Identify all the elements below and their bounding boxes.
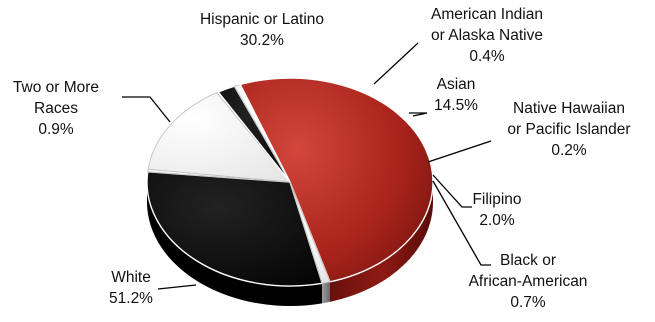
pie-slice-7 bbox=[289, 181, 331, 284]
leader-line-5 bbox=[432, 180, 491, 266]
slice-label-5: Black or African-American 0.7% bbox=[469, 252, 588, 311]
slice-label-4-line-1: 2.0% bbox=[479, 212, 515, 229]
leader-line-4 bbox=[432, 174, 472, 208]
slice-labels: Hispanic or Latino 30.2% American Indian or… bbox=[13, 6, 631, 311]
leader-line-6 bbox=[157, 284, 197, 290]
slice-label-2: Asian 14.5% bbox=[434, 76, 478, 114]
slice-label-1-line-1: or Alaska Native bbox=[431, 27, 543, 44]
pie-slice-2 bbox=[147, 92, 291, 183]
slice-label-6: White 51.2% bbox=[109, 269, 153, 307]
slice-label-7-line-1: Races bbox=[34, 100, 78, 117]
slice-label-6-line-1: 51.2% bbox=[109, 290, 153, 307]
slice-label-1-line-0: American Indian bbox=[431, 6, 543, 23]
slice-label-2-line-1: 14.5% bbox=[434, 97, 478, 114]
slice-label-3-line-1: or Pacific Islander bbox=[507, 121, 630, 138]
slice-label-1-line-2: 0.4% bbox=[469, 48, 505, 65]
pie-slice-layer bbox=[146, 77, 434, 287]
slice-label-1: American Indian or Alaska Native 0.4% bbox=[431, 6, 543, 65]
pie-side-6 bbox=[329, 182, 433, 302]
pie-side-layer bbox=[147, 182, 433, 306]
slice-label-0-line-0: Hispanic or Latino bbox=[200, 11, 324, 28]
slice-label-4: Filipino 2.0% bbox=[472, 191, 521, 229]
slice-label-3-line-0: Native Hawaiian bbox=[513, 100, 625, 117]
pie-side-7 bbox=[322, 281, 330, 304]
slice-label-3: Native Hawaiian or Pacific Islander 0.2% bbox=[507, 100, 630, 159]
slice-label-7: Two or More Races 0.9% bbox=[13, 79, 99, 138]
leader-line-2 bbox=[409, 112, 428, 117]
slice-label-7-line-2: 0.9% bbox=[38, 121, 74, 138]
slice-label-5-line-2: 0.7% bbox=[510, 294, 546, 311]
slice-label-6-line-0: White bbox=[111, 269, 151, 286]
pie-slice-6 bbox=[239, 77, 434, 283]
leader-line-1 bbox=[373, 42, 419, 85]
slice-label-7-line-0: Two or More bbox=[13, 79, 99, 96]
leader-line-7 bbox=[122, 96, 171, 123]
slice-label-3-line-2: 0.2% bbox=[551, 142, 587, 159]
slice-label-5-line-0: Black or bbox=[500, 252, 556, 269]
slice-label-0-line-1: 30.2% bbox=[240, 32, 284, 49]
leader-lines bbox=[122, 42, 492, 290]
pie-side-0 bbox=[147, 182, 323, 306]
slice-label-0: Hispanic or Latino 30.2% bbox=[200, 11, 324, 49]
slice-label-2-line-0: Asian bbox=[437, 76, 476, 93]
slice-label-5-line-1: African-American bbox=[469, 273, 588, 290]
pie-slice-0 bbox=[146, 171, 323, 287]
leader-line-3 bbox=[427, 140, 492, 163]
slice-label-4-line-0: Filipino bbox=[472, 191, 521, 208]
